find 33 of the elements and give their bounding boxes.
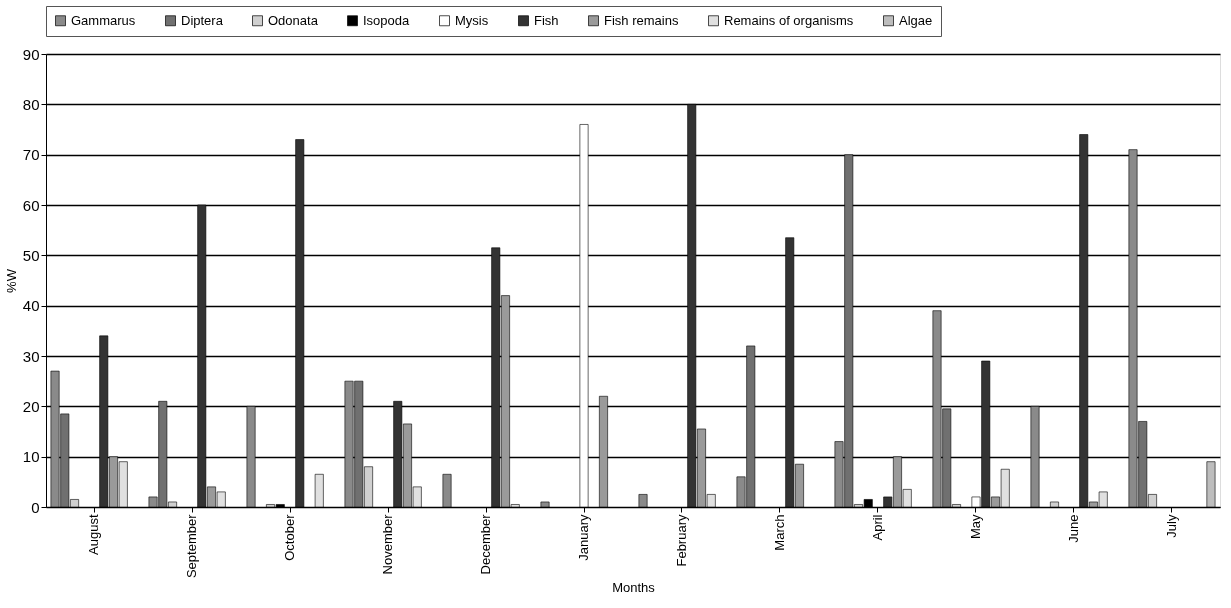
- legend-label: Gammarus: [71, 12, 136, 28]
- x-tick-label: April: [869, 514, 885, 541]
- y-tick-label: 60: [22, 196, 40, 214]
- legend-label: Diptera: [181, 12, 224, 28]
- y-tick-label: 90: [22, 45, 40, 63]
- x-tick-label: February: [674, 514, 689, 567]
- y-tick-label: 10: [22, 448, 40, 466]
- legend-label: Mysis: [455, 12, 489, 28]
- x-tick-label: September: [184, 513, 200, 579]
- x-tick-label: December: [478, 513, 494, 575]
- x-tick-label: March: [771, 514, 787, 551]
- legend-label: Isopoda: [363, 12, 411, 28]
- x-tick-label: October: [282, 513, 298, 561]
- y-tick-label: 40: [22, 297, 40, 315]
- x-tick-label: May: [967, 514, 983, 540]
- legend-label: Remains of organisms: [724, 12, 854, 28]
- y-tick-label: 80: [22, 95, 40, 113]
- y-tick-label: 70: [22, 146, 40, 164]
- legend-label: Odonata: [268, 12, 319, 28]
- legend-label: Algae: [899, 12, 933, 28]
- y-tick-label: 20: [22, 397, 40, 415]
- x-tick-label: August: [86, 514, 102, 555]
- legend-label: Fish remains: [604, 12, 679, 28]
- y-axis-title: %W: [3, 268, 19, 293]
- x-tick-label: July: [1163, 514, 1179, 538]
- x-axis-title: Months: [612, 580, 656, 596]
- x-tick-label: January: [576, 514, 591, 561]
- y-tick-label: 30: [22, 347, 40, 365]
- x-tick-label: November: [380, 513, 396, 575]
- legend-label: Fish: [534, 12, 559, 28]
- y-tick-label: 0: [31, 498, 40, 516]
- x-tick-label: June: [1065, 514, 1081, 543]
- y-tick-label: 50: [22, 246, 40, 264]
